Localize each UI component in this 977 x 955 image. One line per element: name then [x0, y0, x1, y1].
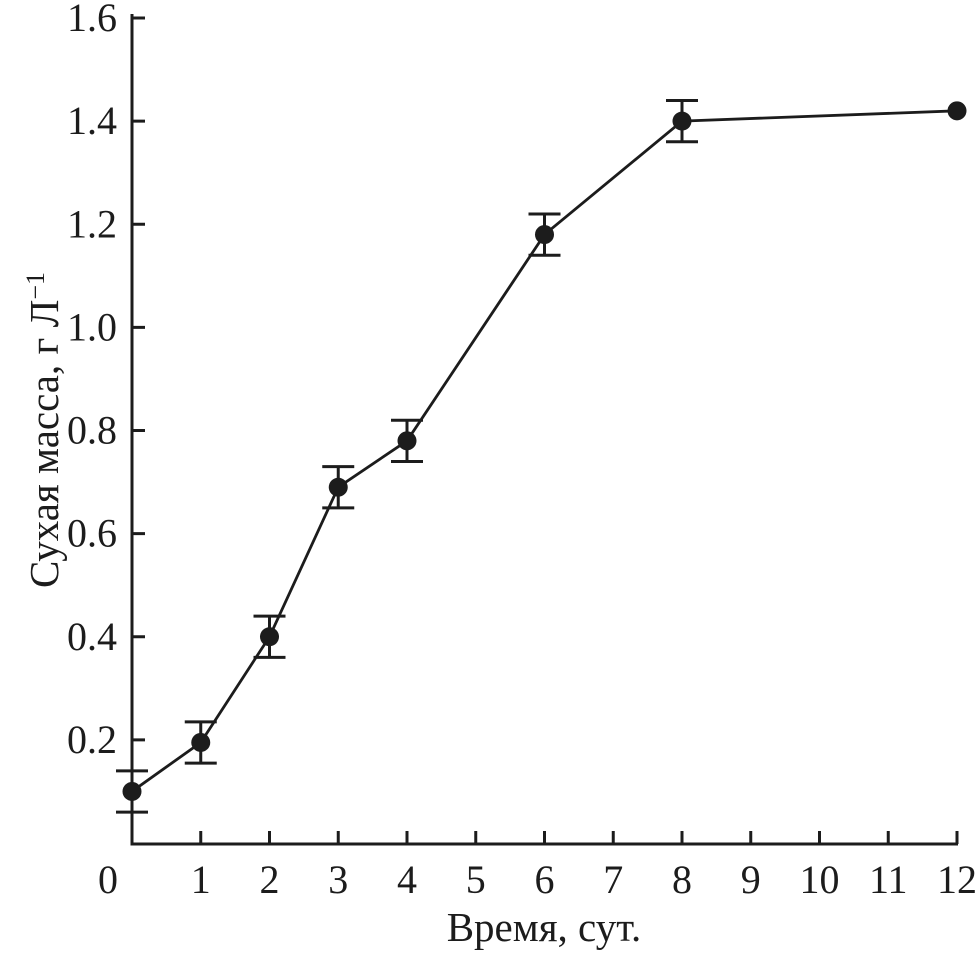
data-line	[131, 109, 958, 793]
y-axis-title: Сухая масса, г Л−1	[21, 272, 67, 588]
data-point	[535, 225, 554, 245]
data-point	[947, 101, 967, 121]
x-tick-label: 7	[603, 857, 623, 902]
axis-tick-labels: 0 1 2 3 4 5 6 7 8 9 10 11 120.20.40.60.81.01.21.41.6	[67, 0, 977, 902]
y-tick-label: 1.2	[67, 201, 117, 246]
data-point	[328, 477, 348, 497]
x-tick-label: 8	[672, 857, 692, 902]
x-axis-title: Время, сут.	[447, 904, 642, 950]
axis-ticks	[132, 16, 959, 844]
y-axis-title-main: Сухая масса, г Л	[21, 300, 67, 588]
y-tick-label: 1.4	[67, 98, 117, 143]
y-tick-label: 1.0	[67, 304, 117, 349]
y-tick-label: 0.4	[67, 614, 117, 659]
data-point	[397, 431, 417, 451]
axes	[130, 14, 958, 846]
y-tick-label: 1.6	[67, 0, 117, 40]
x-tick-label: 3	[328, 857, 348, 902]
x-tick-label: 0	[98, 857, 118, 902]
x-tick-label: 11	[869, 857, 908, 902]
x-tick-label: 12	[937, 857, 977, 902]
data-series	[116, 99, 967, 814]
x-tick-label: 9	[741, 857, 761, 902]
data-point	[672, 111, 692, 131]
x-tick-label: 2	[260, 857, 280, 902]
data-point	[191, 732, 211, 752]
y-tick-label: 0.6	[67, 511, 117, 556]
y-tick-label: 0.8	[67, 408, 117, 453]
x-tick-label: 6	[535, 857, 555, 902]
y-tick-label: 0.2	[67, 717, 117, 762]
x-tick-label: 10	[800, 857, 840, 902]
y-axis-title-superscript: −1	[21, 272, 50, 300]
data-point	[260, 627, 279, 647]
x-tick-label: 4	[397, 857, 417, 902]
x-tick-label: 5	[466, 857, 486, 902]
data-point	[122, 781, 142, 801]
x-tick-label: 1	[191, 857, 211, 902]
